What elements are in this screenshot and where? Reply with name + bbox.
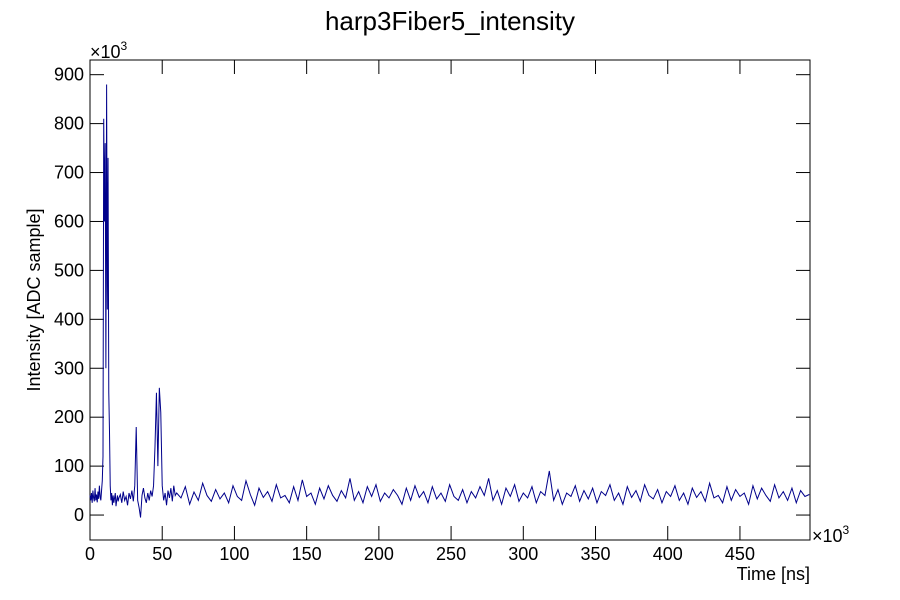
intensity-line: [89, 84, 810, 518]
y-tick-label: 900: [54, 65, 84, 85]
y-tick-label: 400: [54, 309, 84, 329]
plot-frame: [89, 59, 811, 541]
x-tick-label: 0: [85, 544, 95, 564]
x-multiplier-base: ×10: [812, 526, 843, 546]
x-tick-label: 300: [508, 544, 538, 564]
x-tick-label: 400: [653, 544, 683, 564]
y-tick-label: 600: [54, 211, 84, 231]
x-multiplier: ×103: [812, 523, 850, 546]
y-tick-label: 700: [54, 163, 84, 183]
y-multiplier: ×103: [90, 39, 128, 62]
y-axis-label: Intensity [ADC sample]: [24, 208, 44, 391]
x-tick-label: 100: [219, 544, 249, 564]
x-tick-label: 200: [364, 544, 394, 564]
y-tick-label: 200: [54, 407, 84, 427]
y-tick-label: 100: [54, 456, 84, 476]
x-tick-label: 50: [152, 544, 172, 564]
x-axis-label: Time [ns]: [737, 564, 810, 584]
y-tick-label: 800: [54, 114, 84, 134]
chart-title: harp3Fiber5_intensity: [325, 6, 575, 36]
y-multiplier-base: ×10: [90, 42, 121, 62]
x-tick-label: 250: [436, 544, 466, 564]
y-tick-label: 300: [54, 358, 84, 378]
x-tick-label: 150: [292, 544, 322, 564]
x-tick-label: 450: [725, 544, 755, 564]
y-tick-label: 0: [74, 505, 84, 525]
x-multiplier-exponent: 3: [843, 523, 850, 537]
y-multiplier-exponent: 3: [121, 39, 128, 53]
x-tick-label: 350: [580, 544, 610, 564]
y-tick-label: 500: [54, 260, 84, 280]
